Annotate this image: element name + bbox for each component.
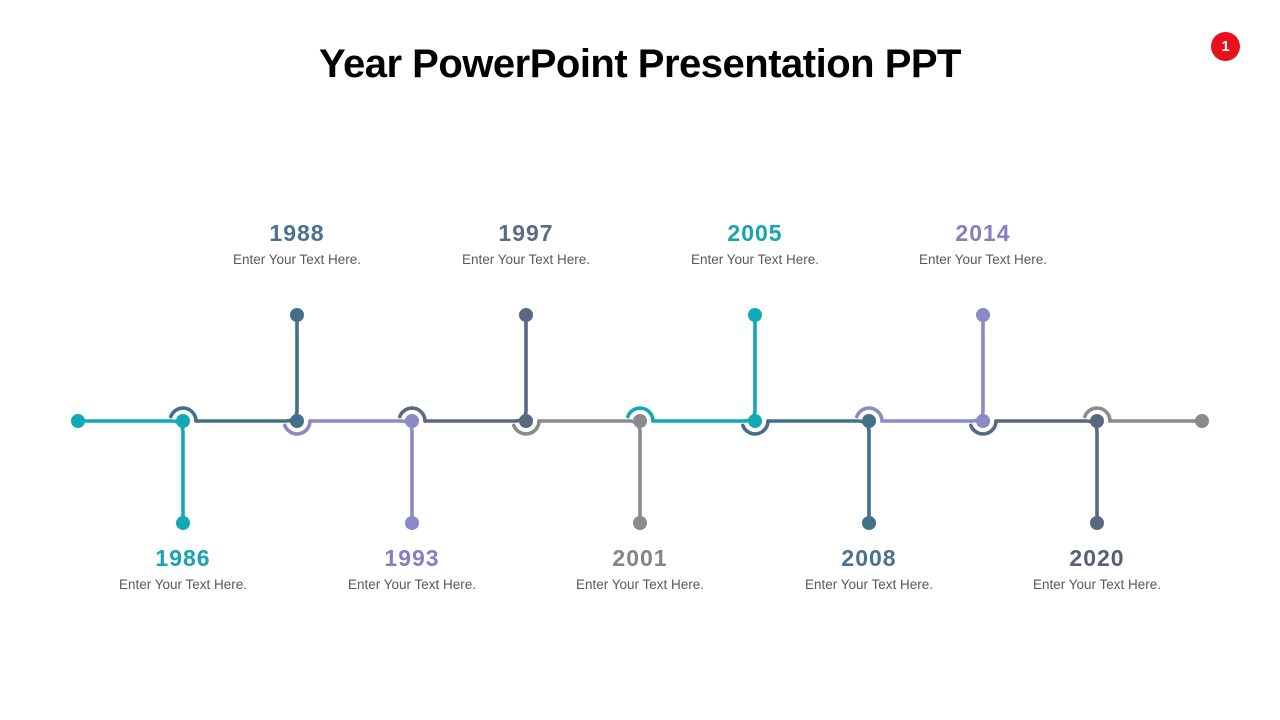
timeline-node-dot-2001 bbox=[633, 414, 647, 428]
timeline-terminal-dot-2020 bbox=[1090, 516, 1104, 530]
slide-number-badge: 1 bbox=[1211, 32, 1240, 61]
node-year: 1993 bbox=[384, 545, 440, 571]
node-year: 1997 bbox=[498, 220, 554, 246]
node-caption: Enter Your Text Here. bbox=[347, 576, 477, 592]
timeline-terminal-dot-2014 bbox=[976, 308, 990, 322]
timeline-segment-1997 bbox=[423, 313, 528, 423]
timeline-node-label: 2020 Enter Your Text Here. bbox=[987, 545, 1207, 592]
timeline-node-label: 1997 Enter Your Text Here. bbox=[416, 220, 636, 267]
node-year: 2001 bbox=[612, 545, 668, 571]
timeline-node-dot-2008 bbox=[862, 414, 876, 428]
timeline-segment-1986 bbox=[76, 419, 185, 525]
timeline-bypass-arc-2020 bbox=[1083, 406, 1204, 423]
node-caption: Enter Your Text Here. bbox=[1032, 576, 1162, 592]
timeline-bypass-arc-1997 bbox=[511, 419, 541, 436]
timeline-terminal-dot-2008 bbox=[862, 516, 876, 530]
timeline-node-dot-1986 bbox=[176, 414, 190, 428]
node-caption: Enter Your Text Here. bbox=[118, 576, 248, 592]
timeline-bypass-arc-1993 bbox=[398, 406, 427, 423]
timeline-bypass-arc-2005 bbox=[741, 419, 770, 436]
slide-title: Year PowerPoint Presentation PPT bbox=[319, 42, 961, 86]
timeline-segment-2014 bbox=[880, 313, 985, 423]
timeline-node-dot-1988 bbox=[290, 414, 304, 428]
timeline-terminal-dot-2005 bbox=[748, 308, 762, 322]
timeline-segment-2001 bbox=[537, 419, 642, 525]
node-year: 2005 bbox=[727, 220, 783, 246]
timeline-segment-2020 bbox=[994, 419, 1099, 525]
timeline-start-dot bbox=[71, 414, 85, 428]
timeline-node-dot-2014 bbox=[976, 414, 990, 428]
timeline-node-label: 1993 Enter Your Text Here. bbox=[302, 545, 522, 592]
node-caption: Enter Your Text Here. bbox=[690, 251, 820, 267]
timeline-bypass-arc-1986 bbox=[169, 406, 198, 423]
timeline-node-label: 2008 Enter Your Text Here. bbox=[759, 545, 979, 592]
timeline-node-dot-1997 bbox=[519, 414, 533, 428]
timeline-terminal-dot-1986 bbox=[176, 516, 190, 530]
timeline-terminal-dot-1993 bbox=[405, 516, 419, 530]
timeline-segment-1988 bbox=[194, 313, 299, 423]
timeline-node-label: 1988 Enter Your Text Here. bbox=[187, 220, 407, 267]
timeline-bypass-arc-2014 bbox=[969, 419, 998, 436]
timeline-bypass-arc-1988 bbox=[283, 419, 312, 436]
node-caption: Enter Your Text Here. bbox=[575, 576, 705, 592]
node-year: 2014 bbox=[955, 220, 1011, 246]
node-year: 1988 bbox=[269, 220, 325, 246]
node-caption: Enter Your Text Here. bbox=[461, 251, 591, 267]
timeline-end-dot bbox=[1195, 414, 1209, 428]
timeline-terminal-dot-1997 bbox=[519, 308, 533, 322]
node-caption: Enter Your Text Here. bbox=[918, 251, 1048, 267]
timeline-terminal-dot-2001 bbox=[633, 516, 647, 530]
timeline-bypass-arc-2008 bbox=[855, 406, 884, 423]
timeline-bypass-arc-2001 bbox=[626, 406, 655, 423]
timeline-node-label: 2005 Enter Your Text Here. bbox=[645, 220, 865, 267]
timeline-segment-2008 bbox=[766, 419, 871, 525]
timeline-node-dot-2005 bbox=[748, 414, 762, 428]
node-caption: Enter Your Text Here. bbox=[232, 251, 362, 267]
timeline-node-dot-2020 bbox=[1090, 414, 1104, 428]
timeline-node-dot-1993 bbox=[405, 414, 419, 428]
timeline-node-label: 2001 Enter Your Text Here. bbox=[530, 545, 750, 592]
node-year: 1986 bbox=[155, 545, 211, 571]
node-year: 2008 bbox=[841, 545, 897, 571]
node-year: 2020 bbox=[1069, 545, 1125, 571]
timeline-node-label: 2014 Enter Your Text Here. bbox=[873, 220, 1093, 267]
timeline-terminal-dot-1988 bbox=[290, 308, 304, 322]
timeline-segment-1993 bbox=[308, 419, 414, 525]
timeline-node-label: 1986 Enter Your Text Here. bbox=[73, 545, 293, 592]
node-caption: Enter Your Text Here. bbox=[804, 576, 934, 592]
timeline-segment-2005 bbox=[651, 313, 757, 423]
